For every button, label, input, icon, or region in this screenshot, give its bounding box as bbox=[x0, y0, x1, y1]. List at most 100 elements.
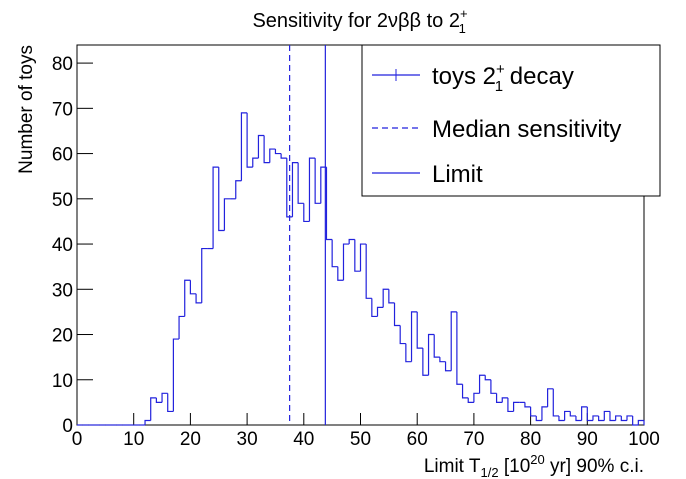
x-tick-label: 60 bbox=[407, 429, 428, 450]
legend-text: toys 2 bbox=[432, 63, 496, 90]
y-tick-label: 0 bbox=[62, 416, 73, 437]
histogram-bin bbox=[235, 180, 242, 199]
x-tick-label: 20 bbox=[180, 429, 201, 450]
histogram-bin bbox=[603, 410, 610, 421]
histogram-bin bbox=[609, 411, 616, 422]
histogram-bin bbox=[416, 311, 423, 349]
histogram-bin bbox=[552, 388, 559, 417]
legend-entry: Limit bbox=[432, 161, 483, 188]
histogram-bin bbox=[291, 162, 299, 217]
histogram-bin bbox=[269, 148, 276, 163]
histogram-bin bbox=[365, 244, 372, 299]
legend-after: decay bbox=[503, 63, 574, 90]
histogram-bin bbox=[535, 415, 542, 422]
x-tick-label: 90 bbox=[577, 429, 598, 450]
histogram-bin bbox=[444, 361, 452, 372]
x-label-sup: 20 bbox=[530, 452, 544, 467]
histogram-bin bbox=[172, 338, 180, 412]
legend-sub: 1 bbox=[495, 78, 503, 95]
histogram-bin bbox=[541, 406, 548, 421]
histogram-bin bbox=[212, 166, 219, 249]
legend-text: Median sensitivity bbox=[432, 116, 621, 143]
histogram-bin bbox=[280, 153, 287, 159]
x-label-mid: [10 bbox=[499, 456, 531, 477]
histogram-bin bbox=[308, 157, 316, 222]
histogram-bin bbox=[427, 333, 435, 376]
histogram-bin bbox=[388, 289, 395, 304]
histogram-bin bbox=[439, 357, 446, 363]
x-label-after: yr] 90% c.i. bbox=[545, 456, 644, 477]
histogram-bin bbox=[252, 157, 259, 168]
histogram-bin bbox=[371, 298, 378, 318]
x-tick-label: 70 bbox=[463, 429, 484, 450]
y-tick-label: 70 bbox=[52, 99, 73, 120]
title-sup: + bbox=[460, 6, 468, 21]
histogram-bin bbox=[484, 375, 491, 381]
legend-box bbox=[361, 44, 661, 197]
histogram-bin bbox=[615, 415, 622, 421]
histogram-bin bbox=[359, 243, 367, 272]
histogram-bin bbox=[507, 397, 514, 413]
x-tick-label: 30 bbox=[237, 429, 258, 450]
histogram-bin bbox=[433, 334, 440, 358]
histogram-bin bbox=[178, 315, 185, 340]
histogram-bin bbox=[405, 343, 412, 363]
histogram-bin bbox=[342, 243, 350, 281]
histogram-bin bbox=[286, 158, 293, 218]
histogram-bin bbox=[558, 415, 565, 422]
histogram-bin bbox=[331, 239, 338, 268]
x-axis-label: Limit T1/2 [1020 yr] 90% c.i. bbox=[424, 452, 644, 479]
histogram-bin bbox=[501, 397, 508, 403]
legend-entry: Median sensitivity bbox=[432, 116, 621, 143]
histogram-bin bbox=[456, 311, 463, 385]
x-tick-label: 100 bbox=[628, 429, 660, 450]
histogram-bin bbox=[167, 393, 174, 413]
histogram-bin bbox=[632, 415, 639, 426]
histogram-bin bbox=[592, 415, 599, 421]
y-tick-label: 60 bbox=[52, 145, 73, 166]
histogram-bin bbox=[195, 293, 202, 304]
histogram-bin bbox=[184, 279, 191, 317]
histogram-bin bbox=[410, 311, 418, 362]
histogram-bin bbox=[314, 158, 321, 204]
histogram-bin bbox=[155, 397, 163, 403]
legend-entry: toys 2+ 1 decay bbox=[432, 61, 574, 95]
histogram-bin bbox=[161, 392, 168, 403]
histogram-bin bbox=[422, 348, 429, 376]
histogram-bin bbox=[240, 112, 248, 181]
histogram-bin bbox=[598, 415, 605, 422]
histogram-bin bbox=[297, 162, 304, 204]
histogram-bin bbox=[581, 406, 588, 421]
y-tick-label: 50 bbox=[52, 190, 73, 211]
histogram-bin bbox=[320, 166, 327, 204]
histogram-bin bbox=[263, 135, 270, 164]
x-tick-label: 0 bbox=[72, 429, 83, 450]
histogram-bin bbox=[348, 238, 355, 245]
x-label-text: Limit T bbox=[424, 456, 481, 477]
histogram-bin bbox=[575, 415, 582, 422]
legend-text: Limit bbox=[432, 161, 483, 188]
histogram-bin bbox=[450, 311, 457, 371]
histogram-bin bbox=[382, 288, 389, 308]
histogram-bin bbox=[512, 401, 520, 412]
histogram-bin bbox=[564, 410, 571, 421]
title-text: Sensitivity for 2νββ to 2 bbox=[252, 10, 460, 32]
histogram-bin bbox=[478, 374, 486, 394]
histogram-bin bbox=[218, 167, 225, 232]
histogram-bin bbox=[274, 149, 282, 155]
histogram-bin bbox=[490, 379, 497, 394]
histogram-bin bbox=[354, 239, 361, 272]
y-axis-label: Number of toys bbox=[16, 45, 37, 174]
histogram-bin bbox=[586, 406, 593, 422]
y-tick-label: 80 bbox=[52, 54, 73, 75]
x-tick-label: 50 bbox=[350, 429, 371, 450]
histogram-bin bbox=[626, 415, 633, 421]
histogram-bin bbox=[637, 419, 644, 425]
y-tick-label: 10 bbox=[52, 371, 73, 392]
histogram-bin bbox=[337, 266, 344, 281]
histogram-bin bbox=[150, 397, 157, 421]
histogram-bin bbox=[473, 392, 480, 403]
histogram-bin bbox=[223, 198, 231, 231]
histogram-bin bbox=[376, 306, 384, 317]
